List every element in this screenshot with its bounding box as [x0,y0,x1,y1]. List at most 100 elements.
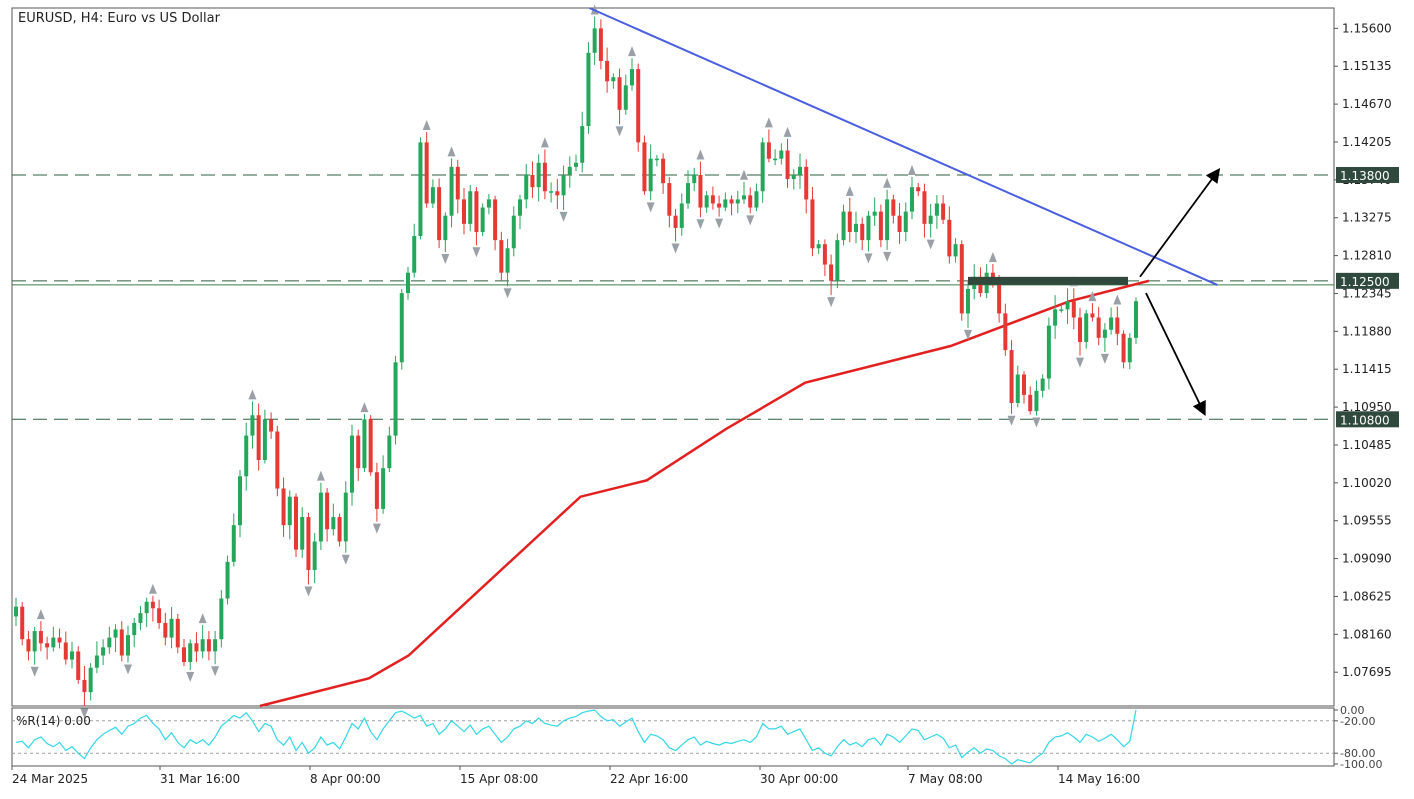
candle-body [94,655,99,668]
fractal-down-marker [80,708,89,719]
candle-body [337,517,342,542]
fractal-up-marker [447,146,456,157]
fractal-down-marker [671,243,680,254]
candle-body [835,240,840,281]
fractal-up-marker [360,402,369,413]
candle-body [206,639,211,652]
candle-body [947,219,952,257]
candle-body [362,419,367,469]
candle-body [486,199,491,208]
candle-body [617,77,622,110]
price-tick-label: 1.10485 [1342,438,1392,452]
candle-body [1090,313,1095,318]
candle-body [200,639,205,652]
price-tick-label: 1.13275 [1342,211,1392,225]
level-label-bg [1336,272,1399,289]
price-tick-label: 1.14205 [1342,135,1392,149]
candle-body [966,288,970,314]
fractal-down-marker [696,219,705,230]
price-tick-label: 1.15600 [1342,21,1392,35]
candle-body [997,280,1002,314]
candle-body [648,158,653,192]
candle-body [213,639,218,652]
candle-body [325,492,330,530]
descending-trendline [589,7,1218,286]
candle-body [654,158,659,161]
candle-body [729,199,734,204]
price-tick-label: 1.15135 [1342,59,1392,73]
candle-body [860,223,865,241]
fractal-down-marker [964,329,972,340]
candle-body [717,203,722,208]
candle-body [959,244,964,314]
candle-body [754,191,759,208]
candle-body [430,187,435,204]
candle-body [300,517,305,550]
candle-body [903,211,908,232]
candle-body [163,622,168,638]
level-label: 1.13800 [1340,169,1390,183]
candle-body [412,236,417,273]
candle-body [107,637,112,648]
fractal-up-marker [148,583,157,594]
candle-body [1084,313,1089,342]
fractal-up-marker [540,137,549,148]
candle-body [798,166,802,175]
fractal-down-marker [1032,417,1041,428]
candle-body [779,150,784,159]
candle-body [854,223,858,232]
candle-body [101,647,106,656]
fractal-down-marker [746,215,755,226]
candle-body [1046,325,1051,379]
candle-body [126,635,130,656]
candle-body [941,203,946,220]
candle-body [630,69,634,86]
candle-body [132,622,137,636]
williams-r-indicator: 0.00-20.00 -80.00-100.00 [12,704,1382,771]
bearish-arrow [1145,292,1206,417]
candle-body [692,174,697,184]
candle-body [381,468,386,509]
wpr-label: %R(14) 0.00 [16,714,91,728]
time-tick-label: 24 Mar 2025 [12,772,88,786]
fractal-down-marker [883,251,892,262]
candle-body [866,215,871,241]
candle-body [1102,329,1107,338]
candle-body [760,142,765,192]
price-tick-label: 1.08625 [1342,589,1392,603]
candle-body [343,492,348,542]
fractal-markers [30,4,1122,719]
candle-body [586,52,591,127]
candle-body [518,199,522,216]
level-label-bg [1336,166,1399,183]
candle-body [829,264,834,281]
fractal-down-marker [1007,415,1016,426]
candle-body [150,601,155,609]
candle-body [978,276,983,294]
time-tick-label: 14 May 16:00 [1058,772,1140,786]
fractal-down-marker [304,586,313,597]
candle-body [816,244,821,249]
time-tick-label: 31 Mar 16:00 [160,772,240,786]
candle-body [306,517,311,570]
moving-average [259,279,1150,708]
price-tick-label: 1.10950 [1342,400,1392,414]
candle-body [847,211,852,232]
candle-body [331,517,336,530]
forecast-arrows [1139,167,1221,417]
candle-body [493,199,498,241]
price-tick-label: 1.11415 [1342,362,1392,376]
level-labels: 1.13800 1.12500 1.10800 [1336,166,1399,428]
candle-body [953,244,958,257]
time-axis: 24 Mar 2025 31 Mar 16:00 8 Apr 00:00 15 Apr… [11,766,1140,786]
fractal-up-marker [1088,291,1097,302]
candle-body [113,629,118,638]
fractal-down-marker [827,297,836,308]
candle-body [462,199,466,224]
candle-body [474,191,479,232]
candle-body [598,28,603,61]
fractal-down-marker [441,254,450,265]
fractal-down-marker [559,211,568,222]
